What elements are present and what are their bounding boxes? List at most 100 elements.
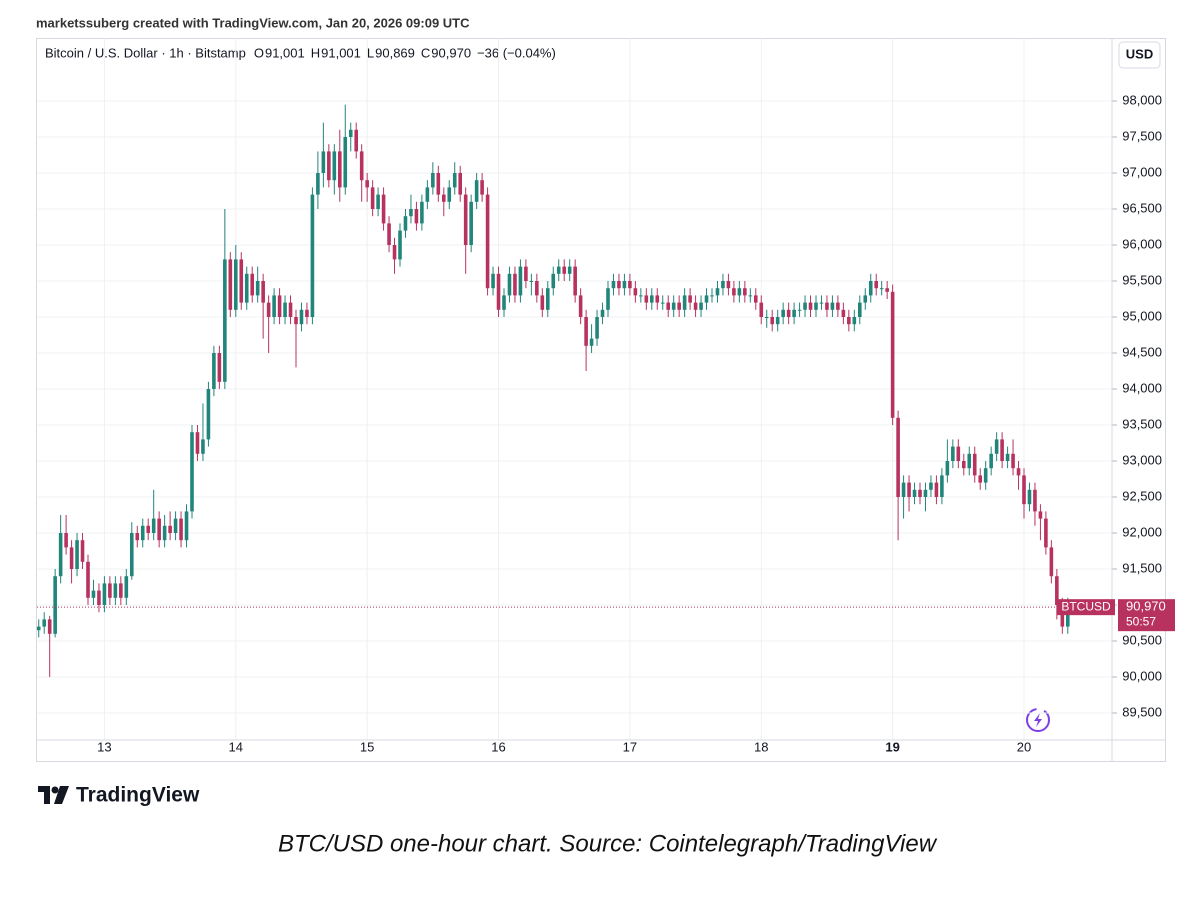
candle-body [425,187,430,202]
candle-body [524,266,528,281]
candle-body [628,281,632,289]
candle-body [86,561,90,598]
candle-body [337,151,342,188]
candle-body [157,518,161,541]
candle-body [431,173,435,188]
y-tick-label: 95,000 [1122,308,1162,323]
candle-body [480,180,484,195]
candle-body [283,302,287,317]
y-tick-label: 95,500 [1122,272,1162,287]
candle-body [584,317,588,346]
candle-body [206,389,211,440]
y-tick-label: 93,000 [1122,452,1162,467]
candle-body [1033,489,1037,512]
ohlc-key: L [367,45,374,60]
candle-body [321,151,326,173]
candle-body [699,302,703,310]
candle-body [47,619,52,634]
candle-body [885,288,889,292]
candle-body [1038,511,1043,519]
candle-body [753,295,758,303]
candle-body [485,194,490,289]
ohlc-value: 91,001 [265,45,305,60]
candle-body [140,525,145,541]
ohlc-key: H [311,45,320,60]
candle-body [469,201,473,245]
candle-body [1022,475,1026,505]
ohlc-key: C [421,45,430,60]
candle-body [967,453,972,469]
candle-body [715,288,720,296]
x-tick-label: 18 [754,739,768,754]
candle-body [808,302,813,310]
candle-body [441,194,446,202]
candle-body [912,489,917,497]
candle-body [770,317,775,325]
x-tick-label: 20 [1017,739,1031,754]
candle-body [863,295,868,303]
candle-body [994,439,999,454]
candle-body [989,453,993,469]
currency-button[interactable] [1118,41,1161,69]
candle-body [786,309,791,317]
candle-body [622,281,627,289]
candle-body [671,302,676,310]
candle-body [190,432,194,512]
ohlc-value: 91,001 [321,45,361,60]
candle-body [119,583,123,598]
candle-body [348,129,353,137]
candle-body [129,533,134,577]
candle-body [797,309,802,311]
candle-body [1065,604,1070,627]
x-tick-label: 16 [491,739,505,754]
price-change: −36 (−0.04%) [477,45,556,60]
candle-body [764,317,769,318]
candle-body [825,302,829,310]
candle-body [841,309,846,317]
candle-body [573,266,577,296]
candle-body [1044,518,1048,548]
candle-body [266,302,271,317]
candle-body [102,583,107,605]
candle-body [743,288,747,296]
y-tick-label: 96,000 [1122,236,1162,251]
candle-body [228,259,233,310]
candle-body [381,194,386,224]
candle-body [1016,468,1021,476]
candle-body [343,137,348,188]
candle-body [261,281,265,303]
candle-body [1060,605,1065,627]
candle-body [113,583,118,598]
candle-body [562,266,567,274]
candle-body [365,180,369,188]
candle-body [294,317,298,325]
x-tick-label: 15 [360,739,374,754]
candle-body [611,281,616,289]
candle-body [277,295,282,317]
candle-body [496,273,501,310]
candle-body [617,281,621,289]
candle-body [704,295,709,303]
candle-body [1027,489,1032,505]
candle-body [852,317,857,325]
candle-body [179,518,183,541]
candle-body [458,173,463,195]
candle-body [359,151,364,181]
countdown-label: 50:57 [1126,614,1156,628]
candle-body [436,173,441,195]
candle-body [945,461,950,476]
candles [36,104,1076,677]
candle-body [299,309,304,325]
candle-body [376,194,380,209]
replay-icon[interactable] [1026,708,1050,732]
candle-body [97,590,101,605]
y-tick-label: 91,500 [1122,560,1162,575]
candle-body [502,295,506,310]
candle-body [545,288,550,310]
candle-body [310,194,315,317]
candle-body [721,281,725,289]
ohlc-key: O [254,45,264,60]
candle-body [146,525,151,533]
candle-body [327,151,331,181]
candle-body [452,173,457,188]
